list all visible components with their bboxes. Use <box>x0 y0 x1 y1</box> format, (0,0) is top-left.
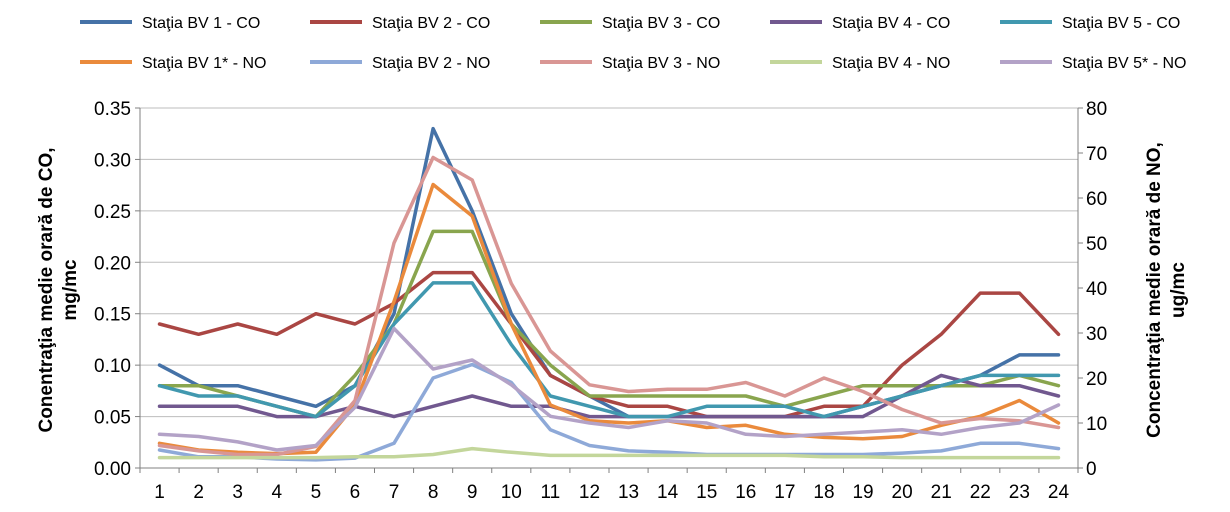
series-lines <box>157 126 1061 462</box>
x-tick-label: 12 <box>579 482 600 503</box>
series-line-7 <box>157 362 1061 462</box>
right-tick-label: 30 <box>1086 324 1107 345</box>
x-tick-label: 23 <box>1009 482 1030 503</box>
right-tick-label: 0 <box>1086 459 1097 480</box>
x-tick-label: 5 <box>311 482 322 503</box>
gridlines <box>140 107 1078 469</box>
x-tick-label: 3 <box>232 482 243 503</box>
right-tick-label: 80 <box>1086 99 1107 120</box>
x-tick-label: 8 <box>428 482 439 503</box>
x-tick-label: 17 <box>774 482 795 503</box>
legend-label: Staţia BV 3 - NO <box>602 55 720 72</box>
series-line-9 <box>157 446 1061 460</box>
legend-label: Staţia BV 1 - CO <box>142 15 260 32</box>
series-line-5 <box>157 281 1061 419</box>
x-tick-label: 6 <box>350 482 361 503</box>
left-axis-title-line2: mg/mc <box>60 259 81 321</box>
left-tick-label: 0.10 <box>94 356 131 377</box>
legend-label: Staţia BV 1* - NO <box>142 55 267 72</box>
legend-label: Staţia BV 5* - NO <box>1062 55 1187 72</box>
legend: Staţia BV 1 - CO Staţia BV 2 - CO Staţia B… <box>80 15 1187 72</box>
series-line-1 <box>157 126 1061 419</box>
right-tick-label: 20 <box>1086 369 1107 390</box>
series-line-10 <box>157 326 1061 452</box>
right-tick-label: 70 <box>1086 144 1107 165</box>
legend-label: Staţia BV 2 - CO <box>372 15 490 32</box>
left-axis-title-line1: Conentraţia medie orară de CO, <box>36 147 57 432</box>
x-tick-label: 1 <box>154 482 165 503</box>
x-tick-label: 20 <box>892 482 913 503</box>
x-tick-label: 19 <box>852 482 873 503</box>
left-tick-label: 0.35 <box>94 99 131 120</box>
left-tick-label: 0.15 <box>94 305 131 326</box>
x-tick-label: 24 <box>1048 482 1070 503</box>
x-tick-label: 16 <box>735 482 756 503</box>
x-tick-label: 18 <box>813 482 834 503</box>
left-tick-label: 0.00 <box>94 459 131 480</box>
legend-label: Staţia BV 4 - NO <box>832 55 950 72</box>
right-tick-label: 40 <box>1086 279 1107 300</box>
right-axis-title-line1: Concentraţia medie orară de NO, <box>1144 142 1165 438</box>
x-tick-label: 13 <box>618 482 639 503</box>
x-tick-label: 9 <box>467 482 478 503</box>
left-tick-label: 0.30 <box>94 150 131 171</box>
x-tick-label: 22 <box>970 482 991 503</box>
x-tick-label: 7 <box>389 482 400 503</box>
right-tick-label: 10 <box>1086 414 1107 435</box>
x-tick-label: 21 <box>931 482 952 503</box>
x-tick-label: 4 <box>272 482 283 503</box>
legend-label: Staţia BV 5 - CO <box>1062 15 1180 32</box>
legend-label: Staţia BV 3 - CO <box>602 15 720 32</box>
legend-label: Staţia BV 2 - NO <box>372 55 490 72</box>
series-line-6 <box>157 182 1061 456</box>
legend-label: Staţia BV 4 - CO <box>832 15 950 32</box>
left-tick-label: 0.20 <box>94 253 131 274</box>
x-tick-label: 15 <box>696 482 717 503</box>
x-axis: 1 2 3 4 5 6 7 8 9 10 11 12 13 14 15 16 17 18 19 20 21 22 23 24 <box>139 467 1079 503</box>
x-tick-label: 11 <box>541 482 561 503</box>
series-line-2 <box>157 270 1061 419</box>
right-axis-title-line2: ug/mc <box>1168 262 1189 318</box>
x-tick-label: 2 <box>193 482 204 503</box>
right-axis: 0 10 20 30 40 50 60 70 80 <box>1077 99 1107 480</box>
right-tick-label: 60 <box>1086 189 1107 210</box>
left-tick-label: 0.25 <box>94 202 131 223</box>
right-tick-label: 50 <box>1086 234 1107 255</box>
x-tick-label: 10 <box>501 482 522 503</box>
left-tick-label: 0.05 <box>94 408 131 429</box>
left-axis: 0.00 0.05 0.10 0.15 0.20 0.25 0.30 0.35 <box>94 99 141 480</box>
x-tick-label: 14 <box>657 482 679 503</box>
